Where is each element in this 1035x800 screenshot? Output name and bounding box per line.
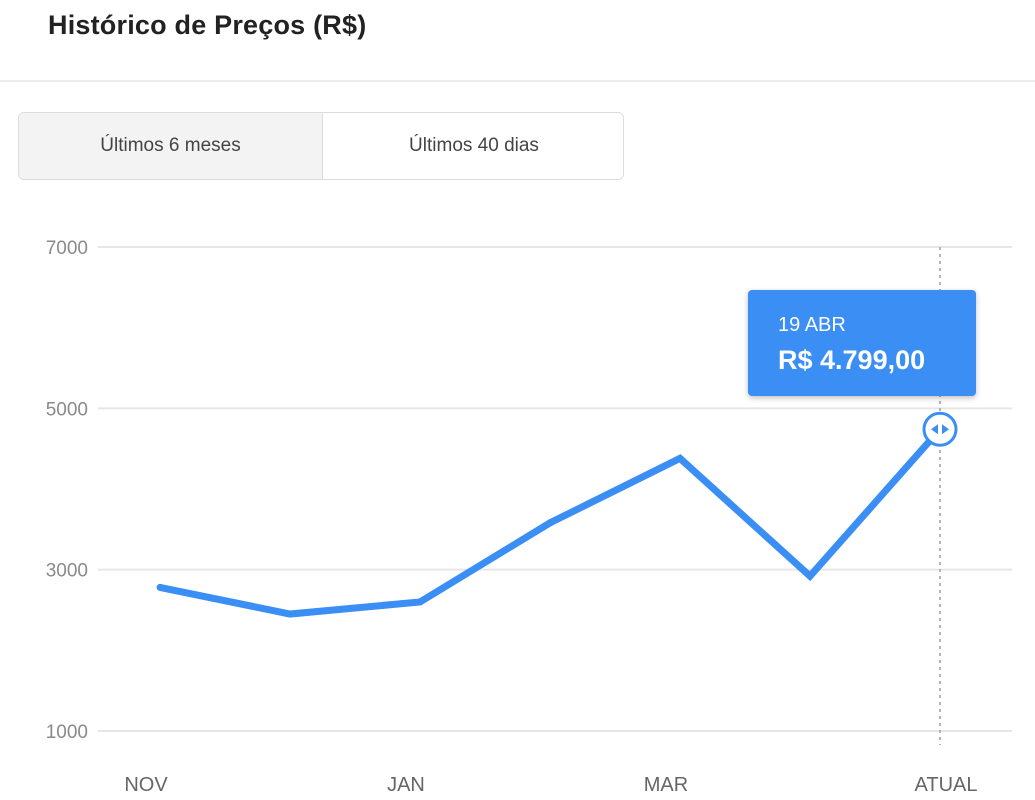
page-title: Histórico de Preços (R$)	[48, 10, 367, 40]
left-right-arrows-icon	[931, 424, 949, 435]
data-point[interactable]	[676, 454, 684, 462]
price-tooltip: 19 ABR R$ 4.799,00	[748, 290, 976, 396]
y-tick-label: 5000	[46, 399, 88, 420]
tooltip-date: 19 ABR	[778, 314, 846, 336]
data-point[interactable]	[156, 583, 164, 591]
header: Histórico de Preços (R$)	[0, 0, 1035, 82]
tab-last-40-days[interactable]: Últimos 40 dias	[323, 113, 623, 179]
tab-last-6-months[interactable]: Últimos 6 meses	[19, 113, 323, 179]
hover-marker[interactable]	[922, 411, 958, 447]
x-tick-label: JAN	[387, 774, 425, 796]
hover-marker-circle[interactable]	[922, 411, 958, 447]
data-point[interactable]	[416, 598, 424, 606]
x-tick-label: NOV	[124, 774, 168, 796]
grid-lines	[98, 246, 1012, 732]
period-tabs: Últimos 6 meses Últimos 40 dias	[18, 112, 624, 180]
y-tick-label: 1000	[46, 722, 88, 743]
y-tick-label: 3000	[46, 561, 88, 582]
y-axis-ticks: 1000 3000 5000 7000	[46, 238, 88, 743]
x-axis-ticks: NOV JAN MAR ATUAL	[124, 774, 977, 796]
tooltip-price: R$ 4.799,00	[778, 345, 926, 375]
price-history-chart: 1000 3000 5000 7000 NOV JAN MAR ATUAL	[46, 238, 1012, 796]
x-tick-label: MAR	[644, 774, 688, 796]
x-tick-label: ATUAL	[915, 774, 978, 796]
data-point[interactable]	[286, 610, 294, 618]
data-point[interactable]	[546, 519, 554, 527]
data-point[interactable]	[806, 572, 814, 580]
y-tick-label: 7000	[46, 238, 88, 259]
data-points	[156, 425, 944, 618]
